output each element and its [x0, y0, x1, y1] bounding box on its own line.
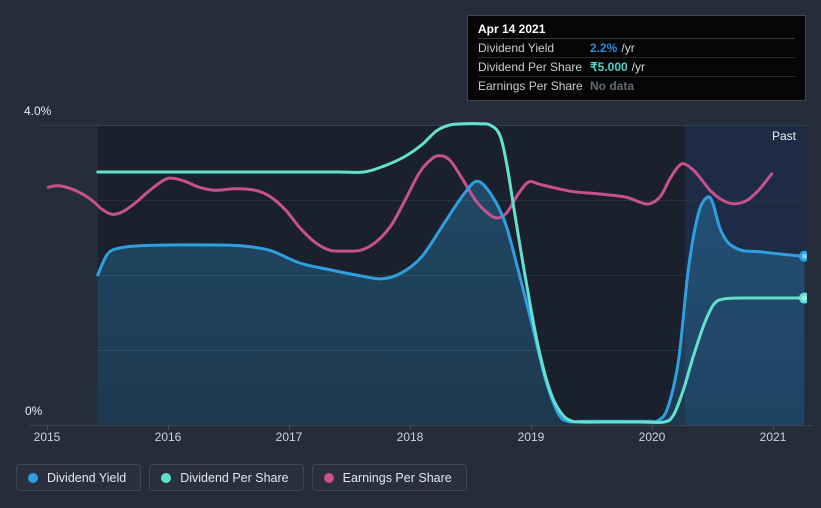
tooltip-label: Dividend Yield	[478, 41, 555, 55]
tooltip-row-dividend-yield: Dividend Yield 2.2% /yr	[478, 39, 795, 58]
chart-tooltip: Apr 14 2021 Dividend Yield 2.2% /yr Divi…	[467, 15, 806, 101]
x-axis-year-label: 2019	[517, 430, 545, 444]
legend-label: Dividend Per Share	[180, 470, 289, 485]
legend-dot-icon	[323, 472, 334, 483]
y-axis-label-bottom: 0%	[25, 404, 43, 418]
line-dps	[96, 122, 806, 424]
tooltip-value-suffix: /yr	[621, 41, 635, 55]
x-axis-year-label: 2018	[396, 430, 424, 444]
tooltip-value: 2.2%	[590, 41, 618, 55]
legend-item-dividend-per-share[interactable]: Dividend Per Share	[149, 464, 304, 491]
x-axis-year-label: 2016	[154, 430, 182, 444]
tooltip-label: Earnings Per Share	[478, 79, 583, 93]
x-axis-year-label: 2021	[759, 430, 787, 444]
end-dot-center-yield	[801, 253, 807, 259]
tooltip-label: Dividend Per Share	[478, 60, 583, 74]
tooltip-value-suffix: /yr	[631, 60, 646, 74]
x-axis-year-label: 2020	[638, 430, 666, 444]
legend-label: Dividend Yield	[47, 470, 127, 485]
tooltip-row-dividend-per-share: Dividend Per Share ₹5.000 /yr	[478, 58, 795, 77]
x-axis	[30, 425, 812, 430]
area-yield	[97, 181, 805, 425]
legend-dot-icon	[161, 472, 172, 483]
end-dot-center-dps	[801, 295, 807, 301]
tooltip-row-earnings-per-share: Earnings Per Share No data	[478, 77, 795, 96]
end-dot-yield	[798, 250, 807, 262]
series-layer	[46, 122, 807, 425]
end-dot-dps	[798, 292, 807, 304]
x-axis-year-label: 2015	[33, 430, 61, 444]
y-axis-label-top: 4.0%	[24, 104, 52, 118]
tooltip-date: Apr 14 2021	[478, 19, 795, 39]
legend-dot-icon	[28, 472, 38, 483]
tooltip-value: No data	[590, 79, 635, 93]
past-region-label: Past	[771, 129, 796, 143]
tooltip-value: ₹5.000	[590, 60, 628, 74]
legend-label: Earnings Per Share	[342, 470, 452, 485]
legend-item-dividend-yield[interactable]: Dividend Yield	[16, 464, 142, 491]
line-yield	[96, 179, 806, 424]
legend-item-earnings-per-share[interactable]: Earnings Per Share	[311, 464, 467, 491]
chart-legend: Dividend Yield Dividend Per Share Earnin…	[16, 464, 467, 491]
x-axis-year-label: 2017	[275, 430, 303, 444]
line-eps	[46, 154, 774, 253]
